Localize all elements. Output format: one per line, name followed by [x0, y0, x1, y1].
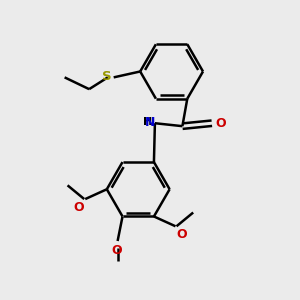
Text: O: O — [74, 201, 84, 214]
Text: N: N — [145, 116, 155, 129]
Text: O: O — [111, 244, 122, 257]
Text: O: O — [176, 228, 187, 241]
Text: S: S — [102, 70, 112, 83]
Text: O: O — [216, 117, 226, 130]
Text: H: H — [143, 117, 152, 127]
